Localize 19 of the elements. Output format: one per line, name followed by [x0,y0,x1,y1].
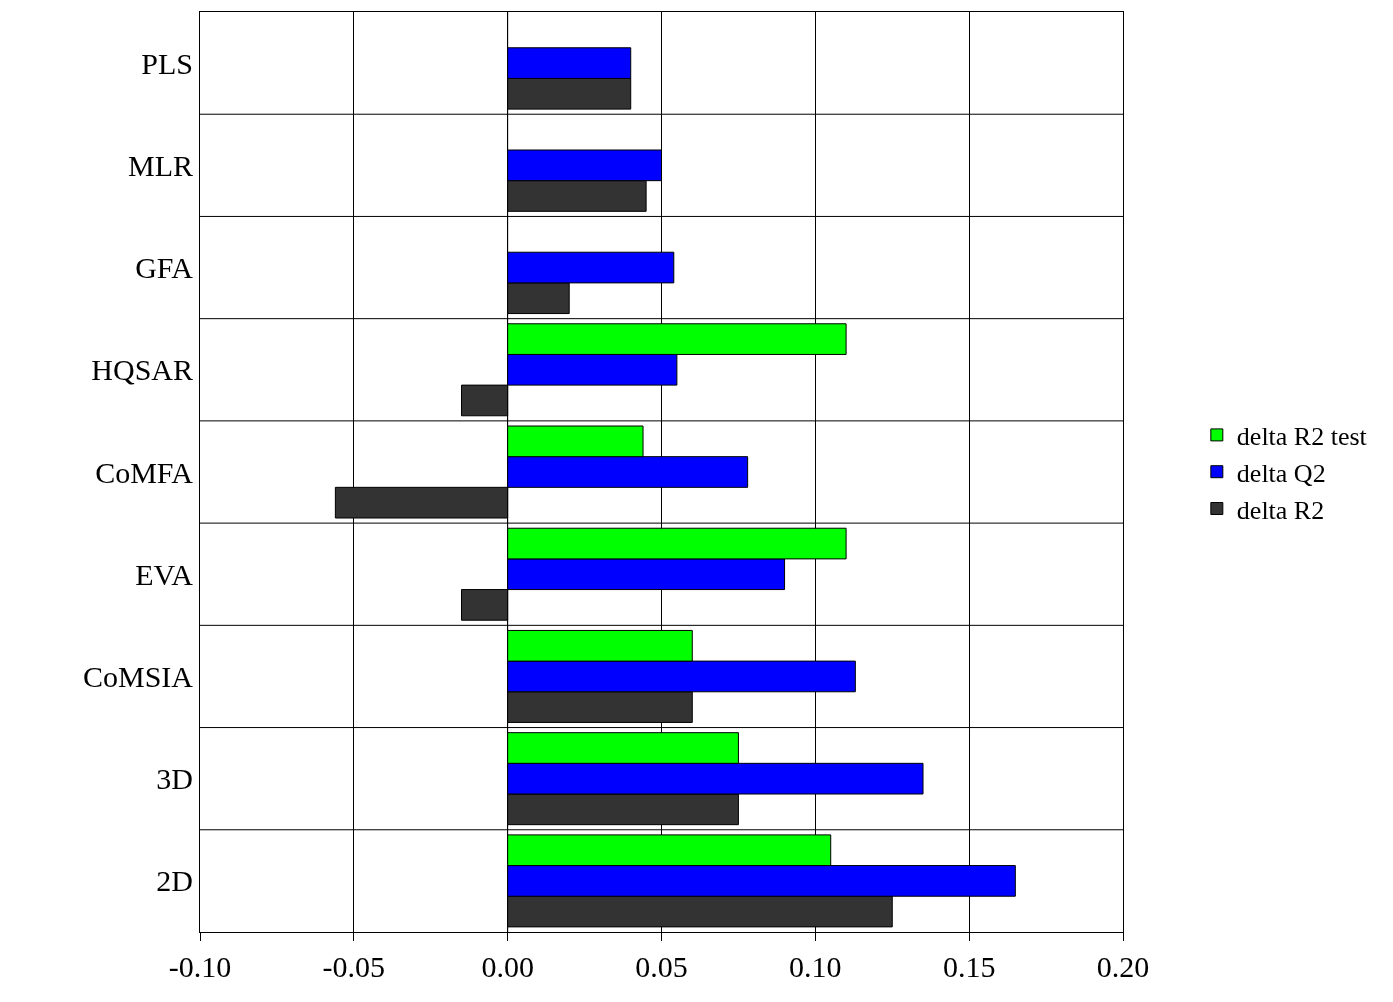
y-tick-label: CoMSIA [82,659,194,693]
x-tick-label: -0.10 [168,950,232,983]
y-tick-label: 3D [156,762,193,796]
legend-label: delta R2 test [1236,422,1368,452]
y-tick-label: PLS [141,46,193,80]
legend-label: delta Q2 [1236,458,1326,488]
x-tick-label: 0.10 [789,950,842,983]
x-tick-label: 0.20 [1096,950,1150,983]
x-tick-label: 0.15 [942,950,996,983]
y-tick-label: MLR [127,148,193,182]
y-tick-label: GFA [135,251,194,285]
x-tick-label: -0.05 [322,950,386,983]
x-tick-label: 0.00 [481,950,534,983]
y-tick-label: 2D [156,864,193,898]
legend-label: delta R2 [1236,495,1325,525]
x-tick-label: 0.05 [635,950,688,983]
y-tick-label: CoMFA [95,455,194,489]
y-tick-label: HQSAR [91,353,193,387]
y-tick-label: EVA [135,557,194,591]
